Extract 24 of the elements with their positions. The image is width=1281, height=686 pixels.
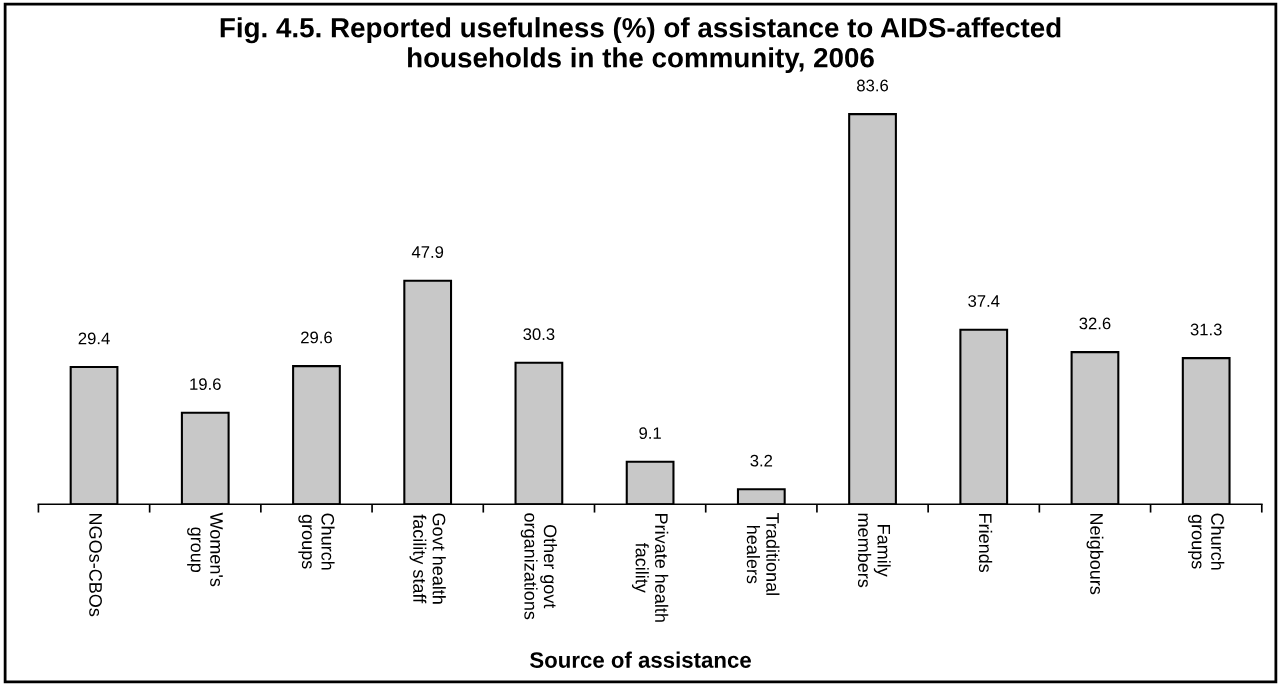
data-label: 29.4	[78, 332, 110, 345]
data-label: 32.6	[1079, 317, 1111, 330]
x-tick-label: Church groups	[1188, 513, 1225, 570]
x-tick-label: Other govt organizations	[520, 513, 558, 620]
data-label: 47.9	[411, 246, 444, 258]
data-label: 9.1	[639, 427, 661, 440]
x-tick-label: Women's group	[187, 512, 223, 587]
data-label: 31.3	[1190, 323, 1222, 336]
x-tick-label: Traditional healers	[746, 512, 780, 595]
data-label: 83.6	[857, 79, 889, 92]
data-label: 30.3	[523, 328, 555, 341]
data-label: 19.6	[190, 378, 221, 391]
x-tick-label: Private health facility	[631, 514, 669, 622]
x-tick-label: Family members	[857, 513, 891, 588]
x-tick-label: Friends	[978, 514, 993, 573]
data-label: 29.6	[301, 331, 332, 344]
x-tick-label: Church groups	[298, 513, 335, 570]
x-axis-title: Source of assistance	[529, 651, 751, 668]
data-label: 37.4	[968, 295, 1000, 307]
data-label: 3.2	[750, 454, 773, 467]
x-tick-label: NGOs-CBOs	[89, 514, 102, 617]
chart-title: Fig. 4.5. Reported usefulness (%) of assistance to AIDS-affected households in the community, 2006	[220, 17, 1061, 74]
x-tick-label: Neigbours	[1086, 514, 1104, 595]
x-tick-label: Govt health facility staff	[409, 513, 446, 604]
